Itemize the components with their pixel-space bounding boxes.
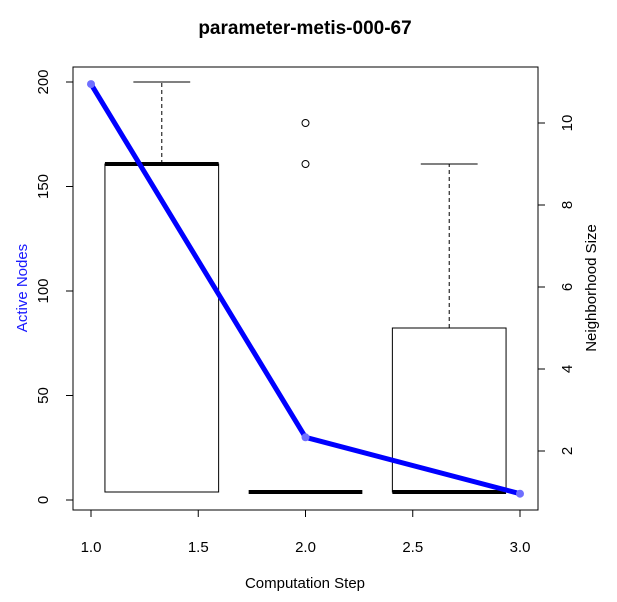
active-nodes-line xyxy=(87,80,524,498)
x-tick-label: 1.5 xyxy=(188,539,209,556)
active-nodes-point xyxy=(516,489,524,498)
right-tick-label: 10 xyxy=(559,115,576,132)
right-tick-label: 4 xyxy=(559,365,576,373)
left-tick-label: 100 xyxy=(35,278,52,303)
right-tick-label: 6 xyxy=(559,283,576,291)
left-tick-label: 200 xyxy=(35,69,52,94)
active-nodes-series-line xyxy=(88,81,523,497)
boxplot xyxy=(104,81,220,493)
active-nodes-point xyxy=(87,80,95,89)
x-tick-label: 2.0 xyxy=(295,539,316,556)
right-tick-label: 8 xyxy=(559,201,576,209)
right-y-axis: 2 4 6 8 10 xyxy=(537,115,576,455)
left-tick-label: 50 xyxy=(35,387,52,404)
chart-title: parameter-metis-000-67 xyxy=(198,18,411,39)
plot-area-frame xyxy=(72,66,539,511)
right-y-axis-label: Neighborhood Size xyxy=(583,224,600,352)
boxplots xyxy=(104,81,507,494)
left-tick-label: 0 xyxy=(35,496,52,504)
boxplot xyxy=(391,163,507,494)
active-nodes-point xyxy=(301,433,310,442)
x-axis: 1.0 1.5 2.0 2.5 3.0 xyxy=(81,509,531,556)
box-iqr xyxy=(391,327,507,493)
x-tick-label: 3.0 xyxy=(510,539,531,556)
left-tick-label: 150 xyxy=(35,174,52,199)
left-y-axis-label: Active Nodes xyxy=(14,244,31,332)
box-iqr xyxy=(104,163,220,493)
x-axis-label: Computation Step xyxy=(245,575,365,592)
outlier-point xyxy=(301,160,310,168)
left-y-axis: 0 50 100 150 200 xyxy=(35,69,74,504)
outlier-point xyxy=(301,119,310,127)
boxplot xyxy=(248,119,363,494)
x-tick-label: 2.5 xyxy=(402,539,423,556)
x-tick-label: 1.0 xyxy=(81,539,102,556)
right-tick-label: 2 xyxy=(559,447,576,455)
